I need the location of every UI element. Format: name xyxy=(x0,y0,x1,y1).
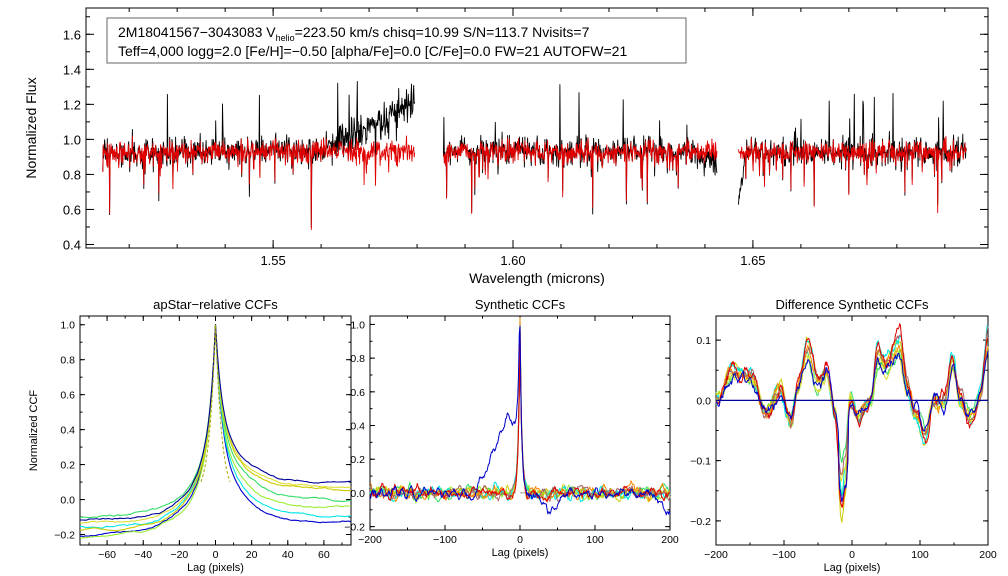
x-tick-label: 40 xyxy=(282,549,294,561)
difference-ccf-panel: −200 −100 0 100 200 −0.2 −0.1 0.0 0.1 Difference … xyxy=(690,297,997,574)
x-axis-label: Lag (pixels) xyxy=(187,562,244,574)
y-tick-label: 1.0 xyxy=(63,132,81,147)
info-line-1: 2M18041567−3043083 Vhelio=223.50 km/s ch… xyxy=(118,24,590,43)
y-tick-label: −0.2 xyxy=(690,516,711,528)
y-tick-label: 0.6 xyxy=(63,202,81,217)
difference-ccf-line xyxy=(715,350,989,503)
apstar-ccf-line xyxy=(80,324,352,521)
info-box: 2M18041567−3043083 Vhelio=223.50 km/s ch… xyxy=(106,17,687,64)
plot-frame xyxy=(85,7,989,249)
y-tick-label: −0.1 xyxy=(690,456,711,468)
difference-ccf-line xyxy=(715,350,989,496)
y-tick-label: 0.0 xyxy=(60,495,75,507)
chart-title: Synthetic CCFs xyxy=(475,297,566,312)
y-tick-label: 1.6 xyxy=(63,27,81,42)
plot-frame xyxy=(79,315,352,546)
y-tick-label: 0.4 xyxy=(350,421,365,433)
x-tick-label: −200 xyxy=(358,534,382,546)
x-tick-label: 0 xyxy=(517,534,523,546)
y-tick-label: 0.6 xyxy=(60,390,75,402)
x-tick-label: 200 xyxy=(661,534,679,546)
y-tick-label: 1.0 xyxy=(350,319,365,331)
apstar-ccf-line xyxy=(80,324,352,519)
x-tick-label: −200 xyxy=(704,549,728,561)
y-tick-label: 0.8 xyxy=(60,355,75,367)
y-tick-label: 1.2 xyxy=(63,97,81,112)
synthetic-ccf-line xyxy=(369,326,671,516)
difference-ccf-line xyxy=(715,344,989,509)
y-axis-label: Normalized CCF xyxy=(28,390,40,472)
model-spectrum-line xyxy=(102,135,416,231)
y-tick-label: 0.4 xyxy=(60,425,75,437)
y-tick-label: 0.8 xyxy=(350,353,365,365)
plot-frame xyxy=(715,315,989,546)
x-tick-label: 1.55 xyxy=(260,253,285,268)
y-tick-label: −0.2 xyxy=(54,530,75,542)
x-tick-label: 200 xyxy=(979,549,997,561)
difference-ccf-line xyxy=(715,325,989,496)
x-tick-label: −100 xyxy=(433,534,457,546)
x-tick-label: 1.60 xyxy=(500,253,525,268)
difference-ccf-line xyxy=(715,326,989,476)
y-tick-label: 0.1 xyxy=(696,335,711,347)
y-axis-label: Normalized Flux xyxy=(23,77,39,178)
x-tick-label: 20 xyxy=(246,549,258,561)
apstar-ccf-line xyxy=(80,324,352,537)
difference-ccf-line xyxy=(715,336,989,523)
model-spectrum-line xyxy=(738,135,967,214)
y-tick-label: 0.4 xyxy=(63,237,81,252)
y-tick-label: 0.2 xyxy=(350,454,365,466)
apstar-ccf-panel: −60 −40 −20 0 20 40 60 −0.2 0.0 0.2 0.4 0.6 0.8 1.0 ap… xyxy=(28,297,352,574)
info-line-2: Teff=4,000 logg=2.0 [Fe/H]=−0.50 [alpha/… xyxy=(118,43,627,59)
x-tick-label: −40 xyxy=(134,549,152,561)
y-tick-label: 1.0 xyxy=(60,320,75,332)
y-tick-label: 0.8 xyxy=(63,167,81,182)
x-tick-label: 1.65 xyxy=(740,253,765,268)
x-axis-label: Lag (pixels) xyxy=(824,562,881,574)
y-tick-label: 0.0 xyxy=(350,488,365,500)
y-tick-label: −0.2 xyxy=(344,522,365,534)
x-tick-label: −100 xyxy=(772,549,796,561)
x-tick-label: 0 xyxy=(849,549,855,561)
x-tick-label: −20 xyxy=(170,549,188,561)
apstar-ccf-line xyxy=(79,324,352,532)
difference-ccf-line xyxy=(715,346,989,482)
difference-ccf-line xyxy=(715,323,989,508)
y-tick-label: 0.2 xyxy=(60,460,75,472)
y-tick-label: 0.6 xyxy=(350,387,365,399)
x-tick-label: 100 xyxy=(911,549,929,561)
apstar-model-dashed-line xyxy=(200,324,231,482)
x-axis-label: Lag (pixels) xyxy=(492,547,549,559)
spectrum-panel: 1.55 1.60 1.65 0.4 0.6 0.8 1.0 1.2 1.4 1.6 Wavelen… xyxy=(23,7,989,286)
x-tick-label: 60 xyxy=(318,549,330,561)
x-tick-label: 0 xyxy=(213,549,219,561)
synthetic-ccf-panel: −200 −100 0 100 200 −0.2 0.0 0.2 0.4 0.6 0.8 1.0 Syn… xyxy=(344,297,679,559)
x-tick-label: −60 xyxy=(98,549,116,561)
chart-title: Difference Synthetic CCFs xyxy=(776,297,929,312)
model-spectrum-line xyxy=(442,137,718,214)
y-tick-label: 1.4 xyxy=(63,62,81,77)
x-tick-label: 100 xyxy=(586,534,604,546)
y-tick-label: 0.0 xyxy=(696,395,711,407)
apstar-ccf-line xyxy=(79,324,352,524)
x-axis-label: Wavelength (microns) xyxy=(469,270,605,286)
apstar-ccf-line xyxy=(80,324,352,539)
chart-title: apStar−relative CCFs xyxy=(153,297,278,312)
